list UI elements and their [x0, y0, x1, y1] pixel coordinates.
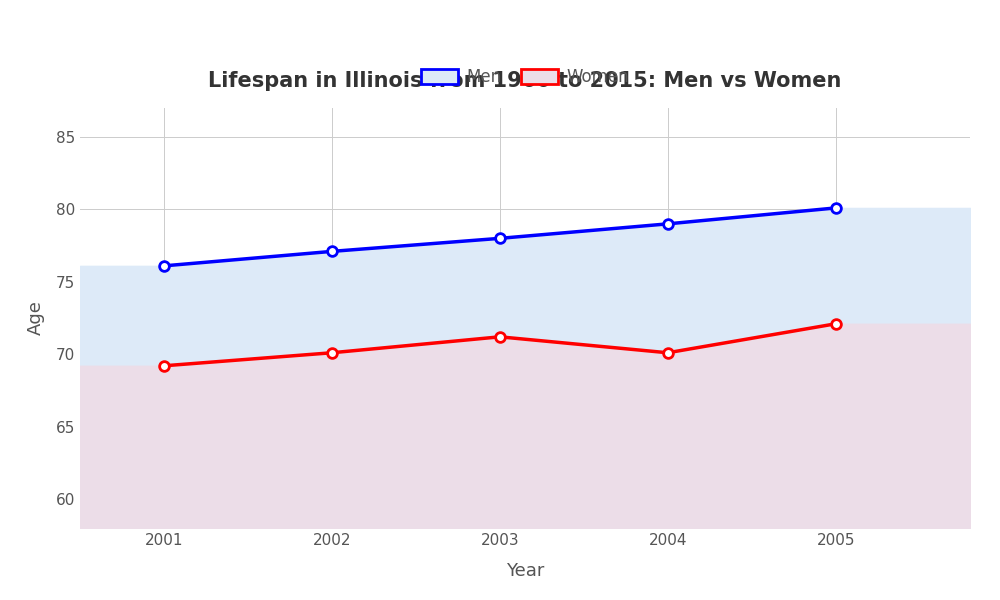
X-axis label: Year: Year — [506, 562, 544, 580]
Y-axis label: Age: Age — [27, 301, 45, 335]
Title: Lifespan in Illinois from 1960 to 2015: Men vs Women: Lifespan in Illinois from 1960 to 2015: … — [208, 71, 842, 91]
Legend: Men, Women: Men, Women — [414, 62, 636, 93]
